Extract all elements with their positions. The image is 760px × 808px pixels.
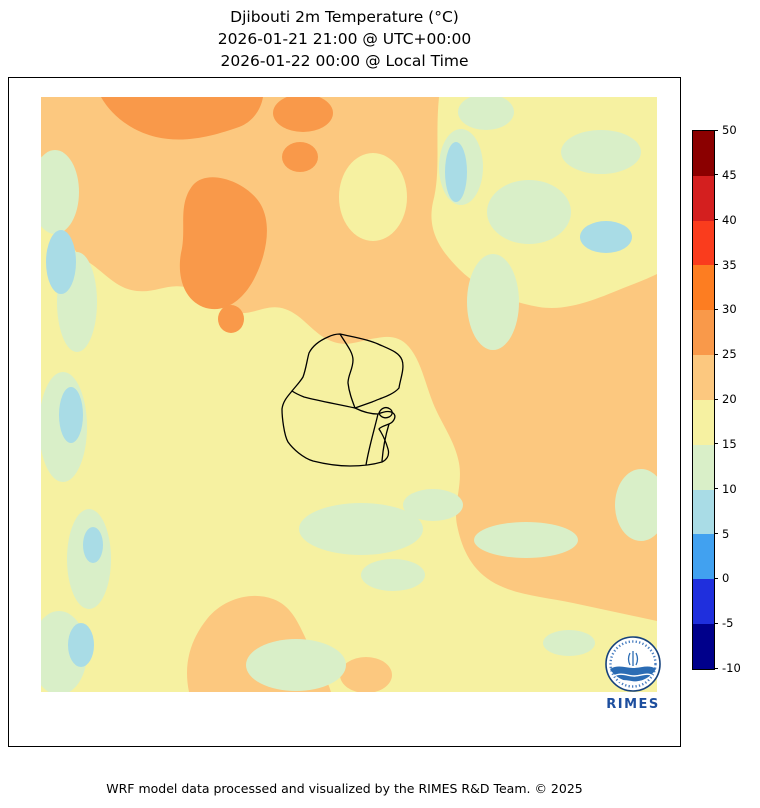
colorbar-tick-0: 0 [722, 571, 730, 586]
colorbar-segment--5to0 [693, 579, 714, 625]
colorbar-tick-mark [714, 577, 718, 579]
temp-region-central-hot-tail [218, 305, 244, 333]
map-axes-frame: RIMES [8, 77, 681, 747]
colorbar-tick-mark [714, 667, 718, 669]
colorbar-tick-mark [714, 443, 718, 445]
footer-credit: WRF model data processed and visualized … [106, 781, 583, 796]
colorbar-tick-25: 25 [722, 347, 737, 362]
temp-region-north-hot-1 [101, 97, 263, 140]
colorbar-segment-35to40 [693, 220, 714, 266]
colorbar-segment-25to30 [693, 310, 714, 356]
colorbar-tick-15: 15 [722, 436, 737, 451]
rimes-logo-label: RIMES [606, 697, 660, 712]
colorbar-tick-20: 20 [722, 392, 737, 406]
temp-region-yellow-pocket [339, 153, 407, 241]
colorbar-tick-30: 30 [722, 302, 737, 317]
colorbar-tick-mark [714, 174, 718, 176]
temp-region-group-yellow-pockets [339, 153, 407, 241]
colorbar-tick-labels: 50 45 40 35 30 25 20 15 10 5 0 -5 -10 [714, 123, 760, 675]
rimes-logo-emblem [605, 636, 661, 692]
figure-title-block: Djibouti 2m Temperature (°C) 2026-01-21 … [8, 6, 681, 72]
temp-region-central-hot [179, 177, 267, 310]
colorbar-tick--5: -5 [722, 616, 734, 631]
temperature-colorbar [692, 130, 715, 670]
temp-region-north-hot-2 [273, 97, 333, 132]
temp-region-north-hot-3 [282, 142, 318, 172]
rimes-logo: RIMES [601, 635, 665, 712]
chart-subtitle-local-time: 2026-01-22 00:00 @ Local Time [220, 52, 469, 70]
colorbar-tick-mark [714, 488, 718, 490]
colorbar-tick-50: 50 [722, 123, 737, 137]
djibouti-city-outline [378, 406, 393, 419]
colorbar-segment-30to35 [693, 265, 714, 311]
temperature-map [41, 97, 657, 692]
colorbar-tick-mark [714, 308, 718, 310]
colorbar-segment-40to45 [693, 175, 714, 221]
colorbar-tick-mark [714, 398, 718, 400]
colorbar-segment-20to25 [693, 355, 714, 400]
logo-wave-line-2 [617, 680, 650, 683]
colorbar-tick-35: 35 [722, 257, 737, 272]
chart-title: Djibouti 2m Temperature (°C) [230, 8, 459, 26]
colorbar-tick-mark [714, 533, 718, 534]
colorbar-tick-mark [714, 129, 718, 131]
colorbar-tick-mark [714, 353, 718, 355]
djibouti-district-boundaries [281, 333, 404, 467]
temp-region-group-5-10 [46, 142, 632, 667]
chart-subtitle-utc-time: 2026-01-21 21:00 @ UTC+00:00 [217, 30, 472, 48]
colorbar-tick-10: 10 [722, 481, 737, 496]
logo-microtext-ring [609, 640, 657, 688]
colorbar-tick-mark [714, 264, 718, 265]
district-borders [291, 333, 390, 466]
colorbar-segment-10to15 [693, 444, 714, 490]
colorbar-tick--10: -10 [722, 661, 741, 675]
temp-region-south-orange-spot [340, 657, 392, 692]
colorbar-tick-mark [714, 219, 718, 221]
logo-signal-icon [627, 651, 639, 666]
colorbar-segment--10to-5 [693, 624, 714, 669]
colorbar-segment-45to50 [693, 131, 714, 176]
temp-region-group-25-30 [101, 97, 333, 333]
colorbar-segment-15to20 [693, 399, 714, 445]
colorbar-tick-45: 45 [722, 167, 737, 182]
country-outline [281, 333, 404, 467]
colorbar-segment-5to10 [693, 489, 714, 535]
colorbar-segment-0to5 [693, 534, 714, 580]
colorbar-tick-5: 5 [722, 526, 730, 541]
colorbar-tick-mark [714, 622, 718, 624]
logo-sea-half [610, 666, 656, 682]
logo-wave-line-1 [613, 673, 654, 677]
colorbar-tick-40: 40 [722, 212, 737, 227]
